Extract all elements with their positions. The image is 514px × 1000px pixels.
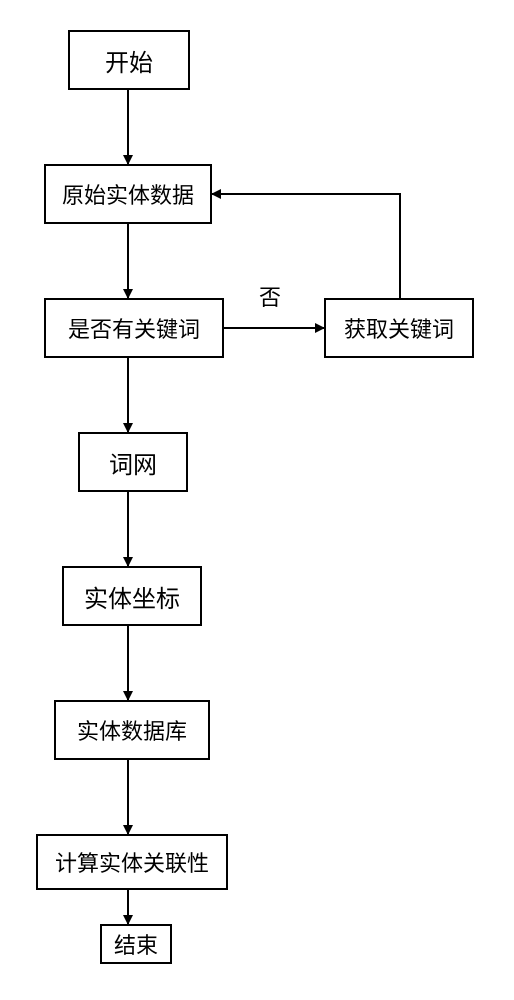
flowchart-node-n3: 获取关键词	[324, 298, 474, 358]
flowchart-node-n8: 结束	[100, 924, 172, 964]
flowchart-node-n1: 原始实体数据	[44, 164, 212, 224]
edge-label-n2-n3: 否	[259, 285, 281, 310]
edge-n3-n1	[212, 194, 400, 298]
flowchart-node-n0: 开始	[68, 30, 190, 90]
flowchart-node-n2: 是否有关键词	[44, 298, 224, 358]
flowchart-node-n6: 实体数据库	[54, 700, 210, 760]
flowchart-node-n7: 计算实体关联性	[36, 834, 228, 890]
flowchart-node-n4: 词网	[78, 432, 188, 492]
flowchart-node-n5: 实体坐标	[62, 566, 202, 626]
